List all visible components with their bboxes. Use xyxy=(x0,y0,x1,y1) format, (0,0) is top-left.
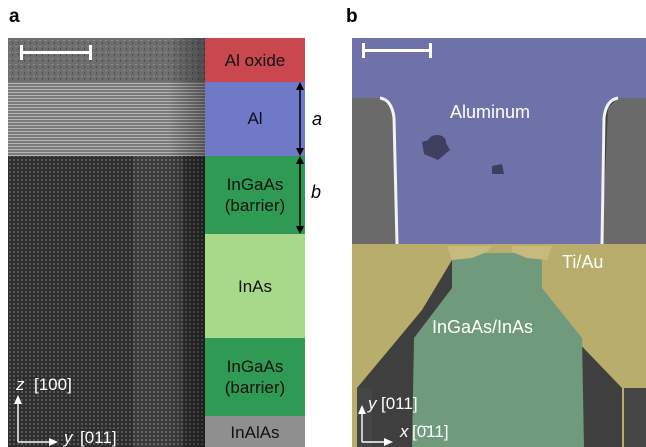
layer-al-oxide xyxy=(205,38,305,82)
thickness-arrows xyxy=(296,82,304,234)
panel-b-sem-image: Aluminum Ti/Au InGaAs/InAs y [011] x [0̄… xyxy=(352,38,646,447)
layer-al xyxy=(205,82,305,156)
annotation-a: a xyxy=(312,109,323,129)
axis-y-label: y xyxy=(64,428,73,447)
region-aluminum xyxy=(352,38,646,244)
axis-z-label: z xyxy=(16,375,25,394)
label-al: Al xyxy=(247,109,263,128)
panel-b-letter: b xyxy=(346,6,358,27)
label-ingaas-top: InGaAs (barrier) xyxy=(224,175,286,215)
axis-z-direction: [100] xyxy=(34,375,72,394)
layer-ingaas-bottom xyxy=(205,338,305,416)
region-tiau xyxy=(352,244,646,447)
layer-inas xyxy=(205,234,305,338)
sem-micrograph xyxy=(352,38,646,447)
layer-ingaas-top xyxy=(205,156,305,234)
layer-inalas xyxy=(205,416,305,447)
axis-b-y-direction: [011] xyxy=(381,394,418,413)
axis-b-y-label: y xyxy=(368,394,377,413)
annotation-b: b xyxy=(311,182,322,202)
axis-b-x-direction: [0̄11] xyxy=(412,422,449,441)
axes-arrows-a xyxy=(14,395,58,446)
label-inalas: InAlAs xyxy=(230,423,280,442)
panel-a-tem-image: Al oxide Al InGaAs (barrier) InAs InGaAs… xyxy=(8,38,322,447)
axes-arrows-b xyxy=(358,405,393,446)
label-al-oxide: Al oxide xyxy=(224,51,286,70)
label-inas: InAs xyxy=(237,277,273,296)
scale-bar-a xyxy=(20,45,92,60)
panel-a-letter: a xyxy=(9,6,20,27)
tem-micrograph xyxy=(8,38,322,447)
label-ingaas-inas: InGaAs/InAs xyxy=(432,317,534,337)
label-ingaas-bottom: InGaAs (barrier) xyxy=(224,357,286,397)
scale-bar-b xyxy=(362,43,432,58)
axis-y-direction: [011] xyxy=(80,428,117,447)
label-aluminum: Aluminum xyxy=(450,102,531,122)
region-ingaas-inas xyxy=(412,253,584,447)
label-tiau: Ti/Au xyxy=(562,252,604,272)
axis-b-x-label: x xyxy=(400,422,409,441)
